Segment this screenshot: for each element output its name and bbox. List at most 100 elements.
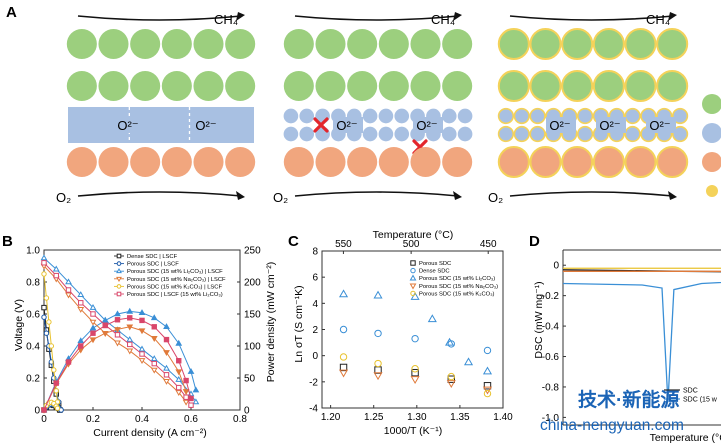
series-0-point: [483, 382, 492, 390]
series-3-voltage-point: [182, 399, 190, 406]
watermark-line1: 技术·新能源: [578, 388, 679, 411]
ion-bg: [192, 117, 222, 133]
legend-entry: Porous SDC | LSCF: [127, 262, 179, 268]
x-tick-label: 1.40: [493, 412, 513, 423]
electrolyte-particle: [497, 125, 515, 143]
series-3-power-point: [138, 328, 146, 335]
series-5-power-point: [183, 377, 189, 384]
series-4-point: [374, 359, 382, 368]
y2-tick-label: 200: [244, 278, 261, 289]
series-3-voltage-point: [77, 306, 85, 313]
top-arrow-curve: [294, 15, 459, 21]
anode-particle: [529, 69, 562, 103]
legend-entry: Dense SDC | LSCF: [127, 254, 178, 260]
chart-d-ylabel: DSC (mW mg⁻¹): [533, 281, 545, 358]
electrolyte-particle: [529, 125, 546, 143]
bottom-gas-label: O₂: [488, 190, 503, 205]
series-5-voltage-point: [151, 360, 157, 367]
chart-c-axes: 1.20 1.25 1.30 1.35 1.40 -4 -2 0 2 4 6 8 550 500 450: [309, 239, 513, 423]
legend-entry: Dense SDC: [419, 269, 450, 275]
legend-marker: [410, 267, 416, 274]
series-2-power-point: [192, 386, 200, 393]
anode-particle: [442, 70, 473, 102]
electrolyte-particle: [441, 126, 457, 142]
cathode-particle: [656, 145, 689, 179]
anode-particle: [497, 27, 530, 61]
cathode-particle: [225, 146, 256, 178]
legend-entry: Porous SDC (15 wt% K₂CO₃): [419, 291, 495, 297]
legend-entry: Porous SDC | LSCF (15 wt% Li₂CO₃): [127, 292, 223, 298]
series-2-point: [463, 357, 474, 366]
top-gas-label: CH₄: [646, 12, 670, 27]
legend-marker: [116, 261, 122, 266]
anode-particle: [315, 28, 346, 60]
series-2-voltage-point: [163, 364, 170, 371]
series-2-voltage-point: [175, 375, 183, 382]
ion-bg: [646, 117, 676, 133]
y2-tick-label: 250: [244, 246, 261, 257]
series-5-voltage-point: [176, 384, 182, 391]
anode-particle: [378, 28, 409, 60]
legend-swatch-2: [702, 123, 721, 143]
bottom-gas-label: O₂: [56, 190, 71, 205]
electrolyte-particle: [576, 125, 594, 143]
series-5-power-point: [41, 407, 47, 413]
y-tick-label: 0.8: [26, 278, 40, 289]
anode-particle: [315, 70, 346, 102]
series-3-power-point: [163, 350, 170, 357]
series-3-voltage-point: [65, 292, 72, 299]
series-2-voltage-point: [65, 278, 72, 285]
x2-tick-label: 500: [403, 239, 420, 250]
series-3-voltage-point: [126, 348, 134, 355]
panel-b-label: B: [2, 233, 13, 250]
electrolyte-particle: [457, 126, 473, 142]
electrolyte-particle: [394, 108, 410, 124]
series-4-voltage-point: [53, 388, 59, 394]
legend-entry: Porous SDC: [419, 261, 451, 267]
y-tick-label: 8: [312, 247, 318, 258]
ion-bg: [333, 117, 363, 133]
series-3-voltage-point: [175, 390, 183, 397]
x-tick-label: 1.25: [364, 412, 384, 423]
series-1-point: [483, 346, 492, 355]
cathode-particle: [283, 146, 314, 178]
series-5-power-point: [151, 324, 157, 330]
series-2-power-point: [126, 307, 134, 314]
anode-particle: [347, 70, 378, 102]
series-0-voltage-point: [41, 304, 47, 311]
x-tick-label: 1.35: [450, 412, 470, 423]
series-2-power-point: [101, 316, 109, 323]
x-tick-label: 0.4: [135, 414, 149, 425]
chart-c-frame: [321, 250, 504, 409]
series-5-power-point: [53, 380, 59, 386]
y-tick-label: 0: [553, 261, 559, 272]
series-5-voltage-point: [127, 341, 133, 348]
y-tick-label: 4: [312, 299, 318, 310]
y-tick-label: 0.2: [26, 374, 40, 385]
electrolyte-particle: [299, 126, 315, 142]
chart-b-y2label: Power density (mW cm⁻²): [265, 262, 277, 382]
electrolyte-particle: [624, 125, 641, 143]
bottom-gas-label: O₂: [273, 190, 288, 205]
top-arrow-head: [453, 12, 462, 21]
ion-label: O²⁻: [336, 118, 357, 133]
series-2-voltage-point: [192, 398, 200, 405]
dense-electrolyte: [68, 107, 254, 143]
chart-d-xlabel: Temperature (°C): [650, 432, 721, 444]
series-2-point: [482, 366, 493, 375]
cathode-particle: [442, 146, 473, 178]
electrolyte-particle: [299, 108, 315, 124]
chart-b-ylabel: Voltage (V): [13, 299, 25, 351]
electrolyte-particle: [362, 126, 378, 142]
anode-particle: [283, 70, 314, 102]
series-1-line: [562, 281, 721, 403]
electrolyte-particle: [441, 108, 457, 124]
chart-b-xlabel: Current density (A cm⁻²): [93, 427, 207, 439]
series-5-power-point: [102, 322, 108, 329]
chart-d-axes: 0 -0.2 -0.4 -0.6 -0.8 -1.0: [542, 249, 721, 426]
x-tick-label: 0: [41, 414, 47, 425]
series-4-voltage-point: [41, 271, 47, 277]
anode-particle: [442, 28, 473, 60]
panel-d-label: D: [529, 233, 540, 250]
